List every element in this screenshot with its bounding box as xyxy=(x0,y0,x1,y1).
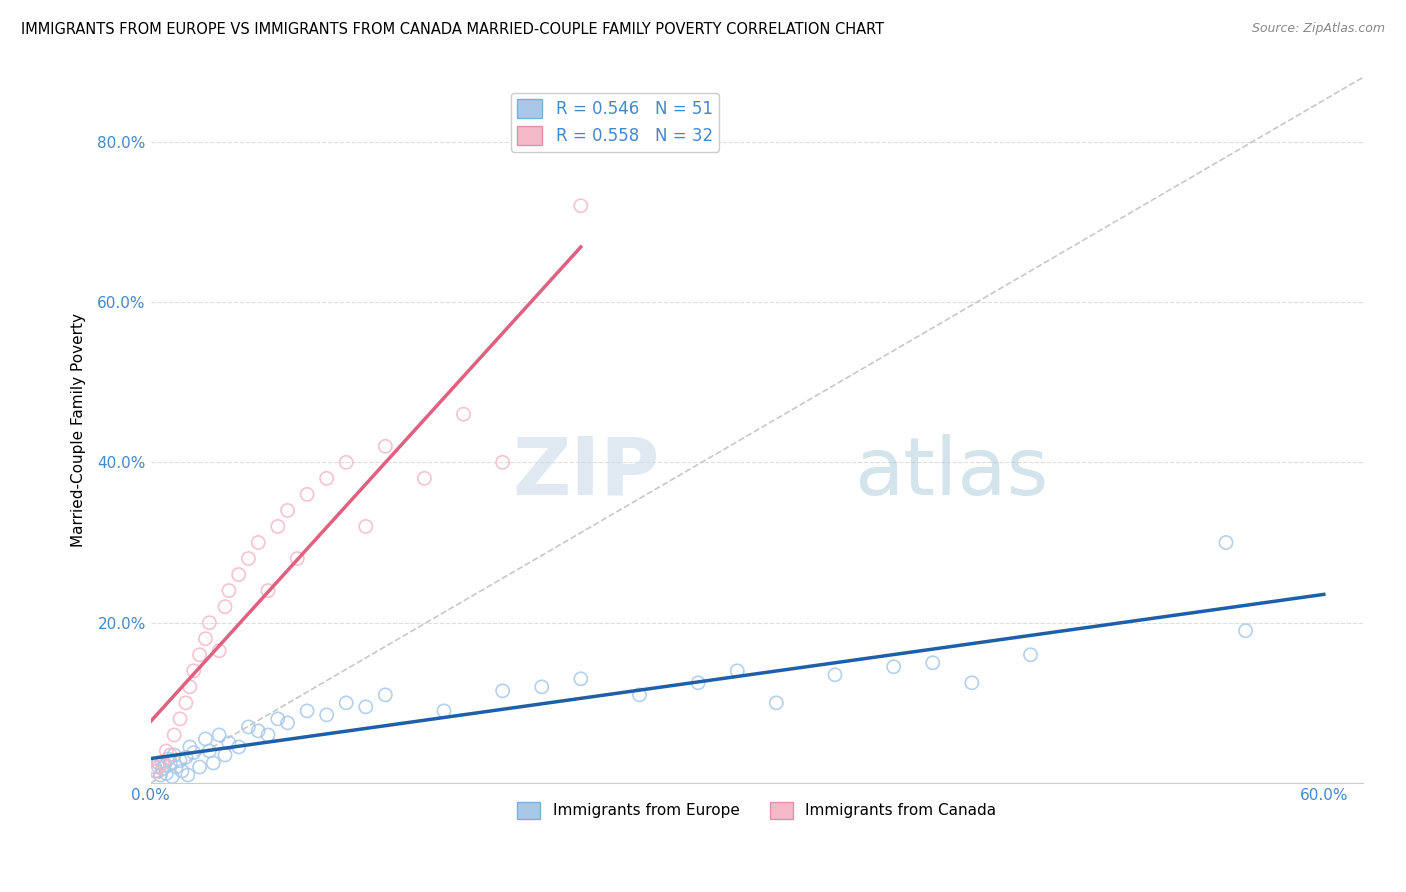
Point xyxy=(1019,648,1042,662)
Point xyxy=(238,551,260,566)
Point xyxy=(163,747,186,762)
Point xyxy=(177,768,200,782)
Point xyxy=(688,675,710,690)
Point xyxy=(157,752,180,766)
Point xyxy=(188,760,211,774)
Point xyxy=(165,760,187,774)
Point xyxy=(179,680,201,694)
Point xyxy=(960,675,983,690)
Point xyxy=(491,455,513,469)
Point xyxy=(824,667,846,681)
Point xyxy=(228,567,250,582)
Point xyxy=(267,712,290,726)
Point xyxy=(179,739,201,754)
Point xyxy=(295,704,318,718)
Point xyxy=(530,680,553,694)
Point xyxy=(148,756,170,770)
Point xyxy=(433,704,456,718)
Point xyxy=(374,439,396,453)
Point xyxy=(152,756,174,770)
Point xyxy=(315,471,337,485)
Point xyxy=(169,754,191,768)
Point xyxy=(247,723,270,738)
Point xyxy=(183,664,205,678)
Point xyxy=(1234,624,1257,638)
Point xyxy=(160,770,183,784)
Point xyxy=(208,644,231,658)
Point xyxy=(257,728,280,742)
Point xyxy=(374,688,396,702)
Point xyxy=(159,756,181,770)
Point xyxy=(277,715,299,730)
Point xyxy=(228,739,250,754)
Point xyxy=(198,744,221,758)
Point xyxy=(202,756,225,770)
Point xyxy=(218,583,240,598)
Point xyxy=(159,747,181,762)
Point xyxy=(155,744,177,758)
Point xyxy=(169,712,191,726)
Point xyxy=(354,699,377,714)
Point xyxy=(491,683,513,698)
Point xyxy=(163,728,186,742)
Point xyxy=(174,696,197,710)
Point xyxy=(354,519,377,533)
Point xyxy=(194,731,217,746)
Point xyxy=(238,720,260,734)
Point xyxy=(765,696,787,710)
Point xyxy=(247,535,270,549)
Point xyxy=(152,762,174,776)
Text: ZIP: ZIP xyxy=(513,434,659,512)
Text: Source: ZipAtlas.com: Source: ZipAtlas.com xyxy=(1251,22,1385,36)
Point xyxy=(1215,535,1237,549)
Point xyxy=(569,199,592,213)
Point xyxy=(143,764,166,778)
Point xyxy=(149,768,172,782)
Text: IMMIGRANTS FROM EUROPE VS IMMIGRANTS FROM CANADA MARRIED-COUPLE FAMILY POVERTY C: IMMIGRANTS FROM EUROPE VS IMMIGRANTS FRO… xyxy=(21,22,884,37)
Point xyxy=(921,656,943,670)
Point xyxy=(285,551,308,566)
Point xyxy=(218,736,240,750)
Point xyxy=(208,728,231,742)
Point xyxy=(315,707,337,722)
Point xyxy=(143,760,166,774)
Point xyxy=(174,750,197,764)
Point xyxy=(148,760,170,774)
Point xyxy=(413,471,436,485)
Point xyxy=(257,583,280,598)
Point xyxy=(183,746,205,760)
Point xyxy=(214,747,236,762)
Y-axis label: Married-Couple Family Poverty: Married-Couple Family Poverty xyxy=(72,313,86,547)
Point xyxy=(883,660,905,674)
Point xyxy=(335,696,357,710)
Point xyxy=(569,672,592,686)
Point xyxy=(628,688,651,702)
Text: atlas: atlas xyxy=(853,434,1047,512)
Point xyxy=(145,764,167,778)
Point xyxy=(198,615,221,630)
Point xyxy=(277,503,299,517)
Point xyxy=(267,519,290,533)
Point xyxy=(295,487,318,501)
Point xyxy=(188,648,211,662)
Point xyxy=(194,632,217,646)
Legend: Immigrants from Europe, Immigrants from Canada: Immigrants from Europe, Immigrants from … xyxy=(512,796,1002,825)
Point xyxy=(453,407,475,421)
Point xyxy=(335,455,357,469)
Point xyxy=(170,764,193,778)
Point xyxy=(155,766,177,780)
Point xyxy=(725,664,748,678)
Point xyxy=(153,758,176,772)
Point xyxy=(214,599,236,614)
